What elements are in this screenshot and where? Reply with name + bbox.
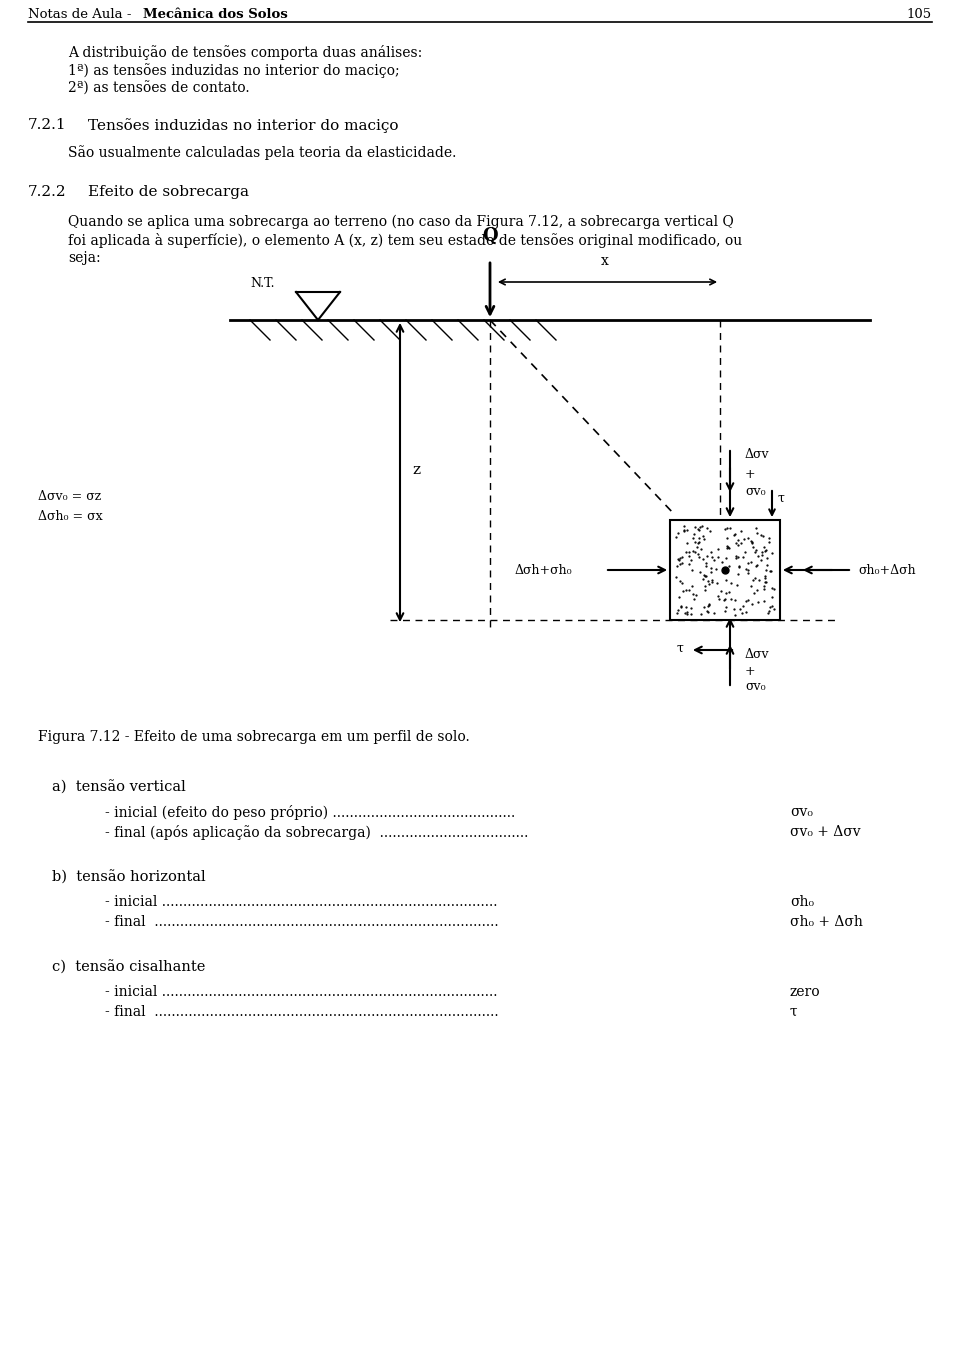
Text: τ: τ [778,491,785,504]
Text: σh₀: σh₀ [790,895,814,909]
Text: b)  tensão horizontal: b) tensão horizontal [52,871,205,884]
Text: τ: τ [676,641,683,655]
Text: σv₀: σv₀ [745,679,766,693]
Text: c)  tensão cisalhante: c) tensão cisalhante [52,960,205,974]
Text: foi aplicada à superfície), o elemento A (x, z) tem seu estado de tensões origin: foi aplicada à superfície), o elemento A… [68,233,742,248]
Text: Tensões induzidas no interior do maciço: Tensões induzidas no interior do maciço [88,118,398,133]
Text: Q: Q [482,226,498,245]
Text: Δσh+σh₀: Δσh+σh₀ [515,564,572,576]
Text: Δσh₀ = σx: Δσh₀ = σx [38,510,103,523]
Text: Δσv: Δσv [745,648,770,660]
Text: - final (após aplicação da sobrecarga)  ...................................: - final (após aplicação da sobrecarga) .… [105,824,528,839]
Text: Quando se aplica uma sobrecarga ao terreno (no caso da Figura 7.12, a sobrecarga: Quando se aplica uma sobrecarga ao terre… [68,216,733,229]
Text: Mecânica dos Solos: Mecânica dos Solos [143,8,288,20]
Text: São usualmente calculadas pela teoria da elasticidade.: São usualmente calculadas pela teoria da… [68,145,456,160]
Text: τ: τ [790,1005,798,1018]
Text: - final  .......................................................................: - final ................................… [105,915,498,929]
Text: Efeito de sobrecarga: Efeito de sobrecarga [88,184,249,199]
Text: x: x [601,254,609,268]
Text: σh₀ + Δσh: σh₀ + Δσh [790,915,863,929]
Text: σv₀: σv₀ [790,805,813,819]
Text: - inicial ......................................................................: - inicial ..............................… [105,984,497,999]
Text: - inicial ......................................................................: - inicial ..............................… [105,895,497,909]
Text: Figura 7.12 - Efeito de uma sobrecarga em um perfil de solo.: Figura 7.12 - Efeito de uma sobrecarga e… [38,730,469,744]
Text: Δσv₀ = σz: Δσv₀ = σz [38,490,101,503]
Text: 7.2.2: 7.2.2 [28,184,66,199]
Text: σv₀: σv₀ [745,485,766,498]
Text: a)  tensão vertical: a) tensão vertical [52,780,185,795]
Text: - final  .......................................................................: - final ................................… [105,1005,498,1018]
Text: z: z [412,462,420,477]
Text: σh₀+Δσh: σh₀+Δσh [858,564,916,576]
Text: +: + [745,468,756,481]
Text: Δσv: Δσv [745,447,770,461]
Text: 1ª) as tensões induzidas no interior do maciço;: 1ª) as tensões induzidas no interior do … [68,62,399,77]
Text: Notas de Aula -: Notas de Aula - [28,8,135,20]
Text: N.T.: N.T. [250,277,275,290]
Text: +: + [745,664,756,678]
Text: σv₀ + Δσv: σv₀ + Δσv [790,824,860,839]
Text: A distribuição de tensões comporta duas análises:: A distribuição de tensões comporta duas … [68,45,422,60]
Text: zero: zero [790,984,821,999]
Text: 2ª) as tensões de contato.: 2ª) as tensões de contato. [68,81,250,95]
Text: - inicial (efeito do peso próprio) ...........................................: - inicial (efeito do peso próprio) .....… [105,805,516,820]
Text: 105: 105 [907,8,932,20]
Bar [670,519,780,620]
Text: seja:: seja: [68,251,101,264]
Text: 7.2.1: 7.2.1 [28,118,66,132]
